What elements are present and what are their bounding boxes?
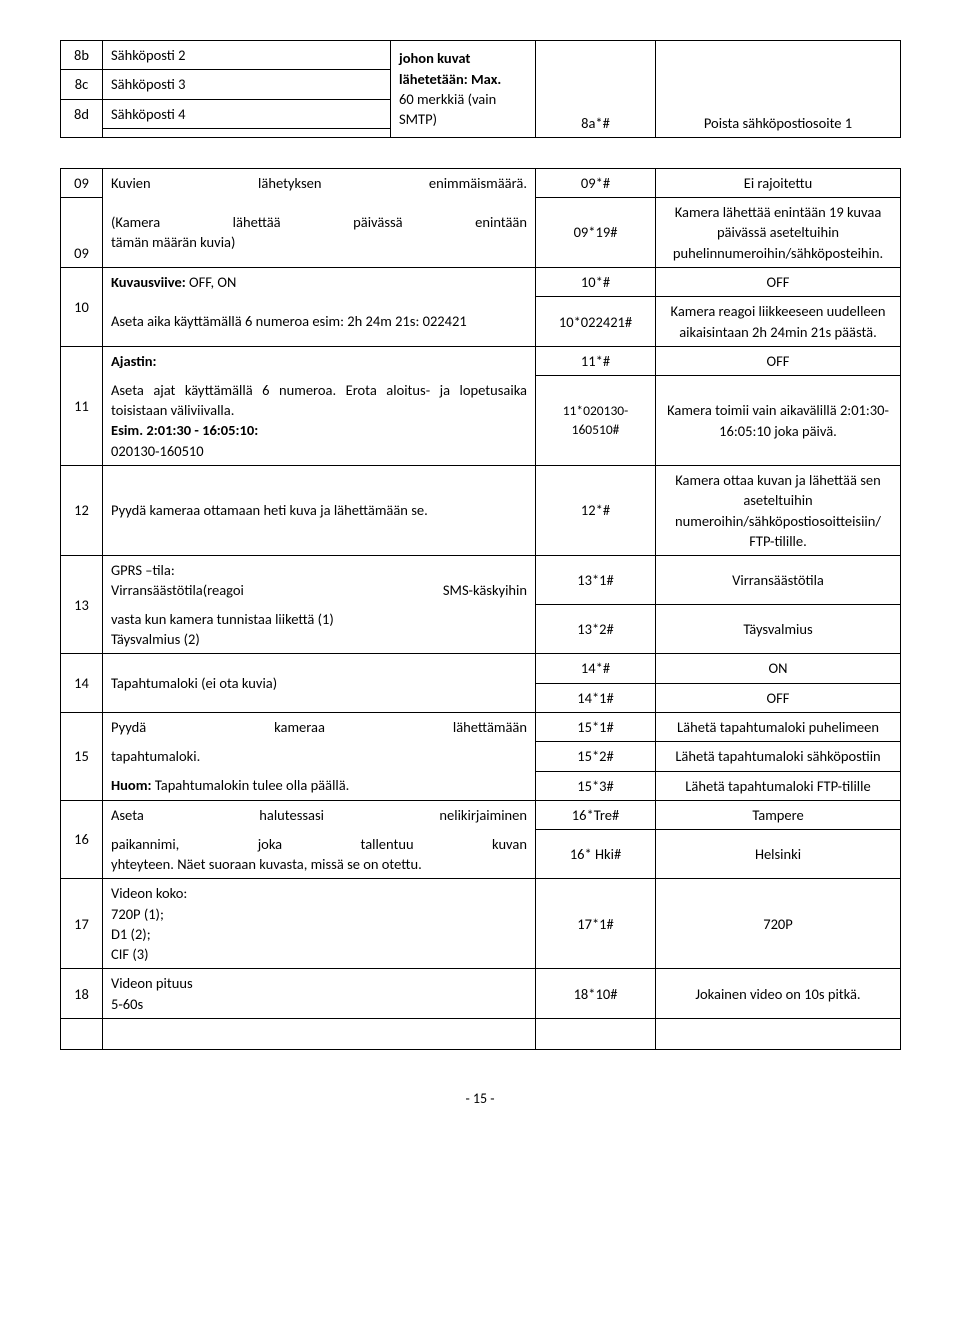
r13-r1: Virransäästötila [656, 556, 901, 605]
r12-code: 12*# [536, 465, 656, 555]
r12-num: 12 [61, 465, 103, 555]
t: johon kuvat [399, 48, 470, 68]
r10b-code: 10*022421# [536, 297, 656, 347]
t: Täysvalmius (2) [111, 630, 200, 648]
r15-r3: Lähetä tapahtumaloki FTP-tilille [656, 771, 901, 800]
r16-c1: 16*Tre# [536, 800, 656, 829]
r16-d1: Asetahalutessasinelikirjaiminen [103, 800, 536, 829]
t: SMTP) [399, 110, 437, 128]
r10b-desc: Aseta aika käyttämällä 6 numeroa esim: 2… [103, 297, 536, 347]
r15-d1: Pyydäkameraalähettämään [103, 712, 536, 741]
r15-c1: 15*1# [536, 712, 656, 741]
r13-c1: 13*1# [536, 556, 656, 605]
r18-num: 18 [61, 969, 103, 1019]
r11b-res: Kamera toimii vain aikavälillä 2:01:30-1… [656, 376, 901, 466]
r11a-desc: Ajastin: [103, 346, 536, 375]
r16-r1: Tampere [656, 800, 901, 829]
r12-res: Kamera ottaa kuvan ja lähettää sen asete… [656, 465, 901, 555]
r13-num: 13 [61, 556, 103, 654]
r16-d2: paikannimi,jokatallentuukuvanyhteyteen. … [103, 830, 536, 879]
r14-c2: 14*1# [536, 683, 656, 712]
cell-8d-num: 8d [61, 99, 103, 128]
pad [103, 1018, 536, 1049]
sms-table: 8b Sähköposti 2 johon kuvat lähetetään: … [60, 40, 901, 1050]
r14-r2: OFF [656, 683, 901, 712]
r09a-num: 09 [61, 168, 103, 197]
r09a-res: Ei rajoitettu [656, 168, 901, 197]
t: GPRS –tila: [111, 561, 175, 579]
r11a-res: OFF [656, 346, 901, 375]
page-number: - 15 - [60, 1090, 900, 1107]
r15-d2: tapahtumaloki. [103, 742, 536, 771]
r11-num: 11 [61, 346, 103, 465]
pad [656, 1018, 901, 1049]
r15-d3: Huom: Tapahtumalokin tulee olla päällä. [103, 771, 536, 800]
t: Huom: [111, 776, 155, 794]
r11b-desc: Aseta ajat käyttämällä 6 numeroa. Erota … [103, 376, 536, 466]
r16-num: 16 [61, 800, 103, 878]
r11a-code: 11*# [536, 346, 656, 375]
r18-res: Jokainen video on 10s pitkä. [656, 969, 901, 1019]
cell-8c-lbl: Sähköposti 3 [103, 70, 391, 99]
r15-r2: Lähetä tapahtumaloki sähköpostiin [656, 742, 901, 771]
r15-num: 15 [61, 712, 103, 800]
cell-8b-num: 8b [61, 41, 103, 70]
r09b-code: 09*19# [536, 198, 656, 268]
r18-desc: Videon pituus5-60s [103, 969, 536, 1019]
pad [103, 128, 391, 137]
r15-c2: 15*2# [536, 742, 656, 771]
r14-desc: Tapahtumaloki (ei ota kuvia) [103, 654, 536, 713]
r17-res: 720P [656, 879, 901, 969]
cell-8a-code: 8a*# [536, 41, 656, 138]
r10a-desc: Kuvausviive: OFF, ON [103, 268, 536, 297]
t: lähetetään: Max. [399, 69, 527, 89]
r10a-code: 10*# [536, 268, 656, 297]
r13-desc1: GPRS –tila:Virransäästötila(reagoiSMS-kä… [103, 556, 536, 605]
r13-r2: Täysvalmius [656, 605, 901, 654]
cell-top-shared: johon kuvat lähetetään: Max. 60 merkkiä … [391, 41, 536, 138]
t: Ajastin: [111, 352, 157, 370]
r14-c1: 14*# [536, 654, 656, 683]
r09b-desc: (Kameralähettääpäivässäenintääntämän mää… [103, 198, 536, 268]
r10a-res: OFF [656, 268, 901, 297]
pad [61, 128, 103, 137]
r15-c3: 15*3# [536, 771, 656, 800]
cell-8a-res: Poista sähköpostiosoite 1 [656, 41, 901, 138]
t: Tapahtumalokin tulee olla päällä. [155, 776, 350, 794]
r09b-num: 09 [61, 198, 103, 268]
r09b-res: Kamera lähettää enintään 19 kuvaa päiväs… [656, 198, 901, 268]
r10-num: 10 [61, 268, 103, 347]
t: 60 merkkiä (vain [399, 89, 527, 109]
r17-num: 17 [61, 879, 103, 969]
pad [536, 1018, 656, 1049]
r15-r1: Lähetä tapahtumaloki puhelimeen [656, 712, 901, 741]
r13-c2: 13*2# [536, 605, 656, 654]
r16-c2: 16* Hki# [536, 830, 656, 879]
r13-desc2: vasta kun kamera tunnistaa liikettä (1)T… [103, 605, 536, 654]
r14-num: 14 [61, 654, 103, 713]
r16-r2: Helsinki [656, 830, 901, 879]
pad [61, 1018, 103, 1049]
r09a-desc: Kuvienlähetyksenenimmäismäärä. [103, 168, 536, 197]
gap [61, 137, 901, 168]
r09a-code: 09*# [536, 168, 656, 197]
r17-code: 17*1# [536, 879, 656, 969]
r17-desc: Videon koko:720P (1);D1 (2);CIF (3) [103, 879, 536, 969]
r18-code: 18*10# [536, 969, 656, 1019]
cell-8d-lbl: Sähköposti 4 [103, 99, 391, 128]
r10b-res: Kamera reagoi liikkeeseen uudelleen aika… [656, 297, 901, 347]
r11b-code: 11*020130-160510# [536, 376, 656, 466]
r14-r1: ON [656, 654, 901, 683]
cell-8b-lbl: Sähköposti 2 [103, 41, 391, 70]
r12-desc: Pyydä kameraa ottamaan heti kuva ja lähe… [103, 465, 536, 555]
cell-8c-num: 8c [61, 70, 103, 99]
